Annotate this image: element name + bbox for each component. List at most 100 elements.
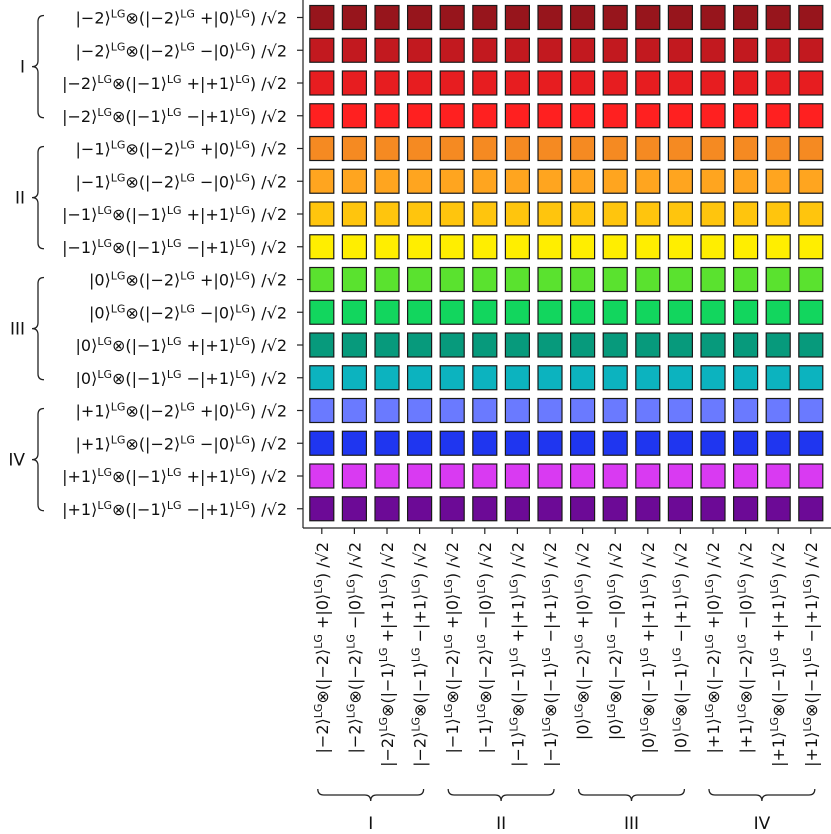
cell-r16-c9	[569, 496, 596, 522]
cell-r12-c8	[537, 365, 563, 391]
cell-r5-c6	[472, 135, 498, 162]
cell-r1-c10	[602, 4, 628, 31]
cell-r5-c16	[798, 135, 824, 162]
cell-r5-c14	[732, 135, 759, 162]
column-labels: |−2⟩LG⊗(|−2⟩LG +|0⟩LG) /√2 |−2⟩LG⊗(|−2⟩LG…	[312, 542, 821, 767]
cell-r1-c16	[798, 4, 824, 31]
cell-r3-c9	[569, 70, 596, 96]
cell-r16-c3	[374, 496, 400, 522]
cell-r5-c8	[537, 135, 563, 162]
cell-r13-c3	[374, 397, 400, 424]
cell-r9-c14	[732, 266, 759, 293]
cell-r4-c3	[374, 103, 400, 129]
cell-r13-c16	[798, 397, 824, 424]
cell-r11-c11	[635, 332, 661, 358]
cell-r14-c4	[407, 430, 433, 456]
cell-r6-c8	[537, 168, 563, 194]
col-group-brace-1	[317, 788, 425, 802]
cell-r15-c8	[537, 463, 563, 489]
col-group-label-1: I	[368, 814, 373, 834]
cell-r7-c13	[700, 201, 726, 227]
cell-r10-c8	[537, 299, 563, 325]
cell-r5-c9	[569, 135, 596, 162]
row-label-13: |+1⟩LG⊗(|−2⟩LG +|0⟩LG) /√2	[76, 401, 287, 421]
cell-r9-c10	[602, 266, 628, 293]
cell-r2-c16	[798, 37, 824, 63]
cell-r4-c9	[569, 103, 596, 129]
row-label-1: |−2⟩LG⊗(|−2⟩LG +|0⟩LG) /√2	[76, 8, 287, 28]
cell-r12-c1	[309, 365, 335, 391]
col-label-1: |−2⟩LG⊗(|−2⟩LG +|0⟩LG) /√2	[312, 542, 332, 753]
cell-r8-c14	[732, 234, 759, 260]
cell-r1-c9	[569, 4, 596, 31]
cell-r4-c6	[472, 103, 498, 129]
cell-r1-c2	[341, 4, 367, 31]
cell-r11-c10	[602, 332, 628, 358]
cell-r3-c4	[407, 70, 433, 96]
cell-r5-c12	[667, 135, 694, 162]
cell-r14-c11	[635, 430, 661, 456]
cell-r2-c9	[569, 37, 596, 63]
cell-r7-c1	[309, 201, 335, 227]
cell-r15-c11	[635, 463, 661, 489]
cell-r11-c1	[309, 332, 335, 358]
cell-r9-c12	[667, 266, 694, 293]
cell-r13-c6	[472, 397, 498, 424]
cell-r7-c11	[635, 201, 661, 227]
cell-r6-c16	[798, 168, 824, 194]
col-label-4: |−2⟩LG⊗(|−1⟩LG −|+1⟩LG) /√2	[410, 542, 430, 767]
cell-r9-c3	[374, 266, 400, 293]
cell-r1-c7	[504, 4, 530, 31]
cell-r6-c2	[341, 168, 367, 194]
cell-r11-c14	[732, 332, 759, 358]
cell-r16-c6	[472, 496, 498, 522]
cell-r14-c2	[341, 430, 367, 456]
cell-r6-c12	[667, 168, 694, 194]
cell-r6-c9	[569, 168, 596, 194]
row-label-9: |0⟩LG⊗(|−2⟩LG +|0⟩LG) /√2	[89, 270, 287, 290]
row-label-2: |−2⟩LG⊗(|−2⟩LG −|0⟩LG) /√2	[76, 40, 287, 60]
cell-grid	[309, 4, 824, 522]
cell-r15-c4	[407, 463, 433, 489]
cell-r7-c15	[765, 201, 791, 227]
cell-r2-c1	[309, 37, 335, 63]
cell-r14-c14	[732, 430, 759, 456]
cell-r8-c16	[798, 234, 824, 260]
row-label-7: |−1⟩LG⊗(|−1⟩LG +|+1⟩LG) /√2	[62, 204, 287, 224]
cell-r7-c2	[341, 201, 367, 227]
cell-r1-c1	[309, 4, 335, 31]
cell-r8-c8	[537, 234, 563, 260]
cell-r5-c11	[635, 135, 661, 162]
cell-r12-c14	[732, 365, 759, 391]
cell-r14-c7	[504, 430, 530, 456]
cell-r13-c8	[537, 397, 563, 424]
cell-r3-c11	[635, 70, 661, 96]
cell-r9-c16	[798, 266, 824, 293]
cell-r13-c4	[407, 397, 433, 424]
cell-r14-c5	[439, 430, 465, 456]
cell-r13-c9	[569, 397, 596, 424]
cell-r2-c6	[472, 37, 498, 63]
cell-r11-c15	[765, 332, 791, 358]
cell-r11-c9	[569, 332, 596, 358]
cell-r8-c13	[700, 234, 726, 260]
cell-r15-c3	[374, 463, 400, 489]
cell-r12-c9	[569, 365, 596, 391]
cell-r4-c5	[439, 103, 465, 129]
cell-r4-c2	[341, 103, 367, 129]
cell-r6-c4	[407, 168, 433, 194]
cell-r7-c6	[472, 201, 498, 227]
column-group-brackets: I II III IV	[317, 788, 816, 834]
cell-r12-c5	[439, 365, 465, 391]
cell-r6-c15	[765, 168, 791, 194]
cell-r8-c11	[635, 234, 661, 260]
cell-r14-c3	[374, 430, 400, 456]
cell-r8-c7	[504, 234, 530, 260]
cell-r11-c7	[504, 332, 530, 358]
cell-r10-c14	[732, 299, 759, 325]
col-label-9: |0⟩LG⊗(|−2⟩LG +|0⟩LG) /√2	[573, 542, 593, 740]
cell-r13-c11	[635, 397, 661, 424]
col-label-2: |−2⟩LG⊗(|−2⟩LG −|0⟩LG) /√2	[344, 542, 364, 753]
cell-r12-c3	[374, 365, 400, 391]
